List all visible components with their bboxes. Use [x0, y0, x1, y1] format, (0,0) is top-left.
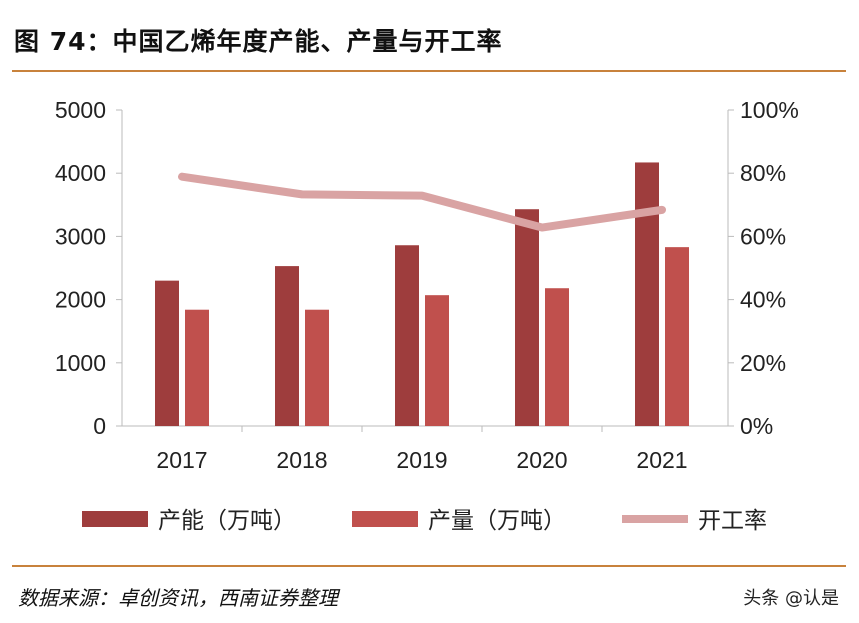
bar-production	[545, 288, 569, 426]
left-tick-label: 4000	[55, 160, 106, 186]
left-tick-label: 3000	[55, 223, 106, 249]
bar-production	[305, 309, 329, 426]
bar-capacity	[275, 266, 299, 426]
right-tick-label: 40%	[740, 287, 786, 313]
right-tick-label: 0%	[740, 413, 773, 439]
legend-label: 开工率	[698, 508, 767, 534]
bar-capacity	[515, 209, 539, 426]
right-tick-label: 80%	[740, 160, 786, 186]
chart-svg: 0 1000 2000 3000 4000 5000 0% 20% 40% 60% 80% 100% 2…	[55, 97, 799, 534]
legend-label: 产能（万吨）	[158, 508, 296, 534]
source-note: 数据来源：卓创资讯，西南证券整理	[18, 586, 338, 610]
bar-capacity	[155, 280, 179, 426]
bar-capacity	[395, 245, 419, 426]
x-tick-label: 2017	[156, 447, 207, 473]
source-divider	[12, 565, 846, 567]
left-tick-label: 0	[93, 413, 106, 439]
bar-capacity	[635, 162, 659, 426]
left-tick-label: 5000	[55, 97, 106, 123]
x-tick-label: 2018	[276, 447, 327, 473]
legend-swatch	[352, 511, 418, 527]
utilization-line	[178, 172, 666, 232]
left-tick-label: 1000	[55, 350, 106, 376]
chart-title: 图 74：中国乙烯年度产能、产量与开工率	[14, 27, 503, 56]
right-tick-label: 60%	[740, 223, 786, 249]
x-tick-label: 2021	[636, 447, 687, 473]
legend-label: 产量（万吨）	[428, 508, 566, 534]
legend-swatch	[82, 511, 148, 527]
right-tick-label: 20%	[740, 350, 786, 376]
x-tick-label: 2020	[516, 447, 567, 473]
left-tick-label: 2000	[55, 287, 106, 313]
bar-production	[185, 309, 209, 426]
bar-production	[425, 295, 449, 426]
title-divider	[12, 70, 846, 72]
watermark: 头条 @认是	[743, 588, 839, 609]
bar-production	[665, 247, 689, 426]
x-tick-label: 2019	[396, 447, 447, 473]
right-tick-label: 100%	[740, 97, 799, 123]
